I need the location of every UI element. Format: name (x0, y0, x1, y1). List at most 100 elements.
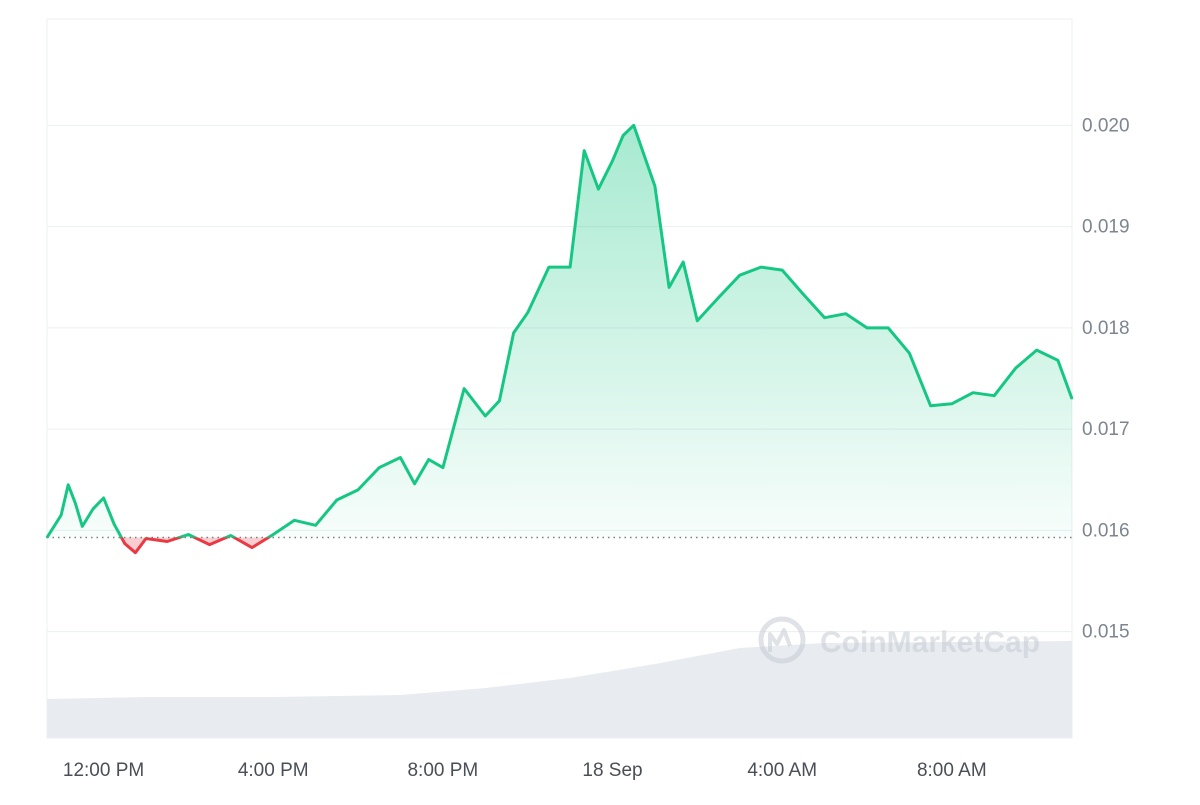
volume-bar (542, 681, 546, 738)
volume-bar (539, 681, 543, 738)
volume-bar (293, 697, 297, 738)
volume-bar (214, 697, 218, 738)
price-point (718, 297, 720, 299)
volume-bar (208, 697, 212, 738)
volume-bar (317, 696, 321, 738)
volume-bar (122, 697, 126, 738)
volume-bar (549, 680, 553, 738)
volume-bar (180, 697, 184, 738)
price-point (569, 266, 571, 268)
price-point (513, 332, 515, 334)
price-point (951, 403, 953, 405)
price-point (124, 543, 126, 545)
volume-bar (64, 699, 68, 738)
volume-bar (501, 686, 505, 738)
price-point (414, 483, 416, 485)
price-point (887, 327, 889, 329)
x-tick-label: 4:00 AM (747, 760, 817, 781)
price-point (251, 547, 253, 549)
price-point (866, 327, 868, 329)
volume-bar (334, 696, 338, 738)
price-point (1036, 349, 1038, 351)
volume-bar (228, 697, 232, 738)
volume-bar (406, 694, 410, 738)
x-tick-label: 4:00 PM (238, 760, 309, 781)
price-point (909, 352, 911, 354)
volume-bar (255, 697, 259, 738)
price-point (1071, 398, 1073, 400)
volume-bar (115, 698, 119, 738)
volume-bar (232, 697, 236, 738)
volume-bar (119, 698, 123, 738)
volume-bar (204, 697, 208, 738)
volume-bar (1045, 641, 1049, 738)
volume-bar (484, 688, 488, 738)
volume-bar (276, 697, 280, 738)
volume-bar (806, 644, 810, 738)
price-point (484, 415, 486, 417)
price-point (1015, 368, 1017, 370)
volume-bar (290, 697, 294, 738)
price-point (930, 405, 932, 407)
volume-bar (495, 687, 499, 738)
volume-bar (139, 697, 143, 738)
volume-bar (481, 688, 485, 738)
volume-bar (355, 696, 359, 738)
volume-bar (194, 697, 198, 738)
volume-bar (396, 695, 400, 738)
volume-bar (423, 693, 427, 738)
volume-bar (112, 698, 116, 738)
volume-bar (296, 697, 300, 738)
price-point (622, 135, 624, 137)
volume-bar (61, 699, 65, 738)
volume-bar (454, 690, 458, 738)
volume-bar (751, 647, 755, 738)
volume-bar (249, 697, 253, 738)
price-point (400, 457, 402, 459)
volume-bar (129, 697, 133, 738)
volume-bar (662, 662, 666, 738)
volume-bar (109, 698, 113, 738)
price-point (315, 525, 317, 527)
volume-bar (676, 660, 680, 738)
price-point (145, 538, 147, 540)
volume-bar (331, 696, 335, 738)
volume-bar (635, 667, 639, 738)
volume-bar (132, 697, 136, 738)
volume-bar (368, 695, 372, 738)
volume-bar (327, 696, 331, 738)
volume-bar (153, 697, 157, 738)
volume-bar (262, 697, 266, 738)
volume-bar (197, 697, 201, 738)
volume-bar (303, 697, 307, 738)
price-point (92, 508, 94, 510)
area-above-baseline (47, 125, 1072, 552)
volume-bar (652, 664, 656, 738)
volume-bar (474, 689, 478, 738)
watermark-text: CoinMarketCap (820, 626, 1040, 659)
volume-bar (187, 697, 191, 738)
volume-bar (286, 697, 290, 738)
volume-bar (683, 658, 687, 738)
x-tick-label: 8:00 AM (917, 760, 987, 781)
volume-bar (532, 682, 536, 738)
price-point (697, 320, 699, 322)
volume-bar (587, 675, 591, 738)
volume-bar (426, 693, 430, 738)
volume-bar (126, 697, 130, 738)
volume-bar (498, 686, 502, 738)
volume-bar (724, 651, 728, 738)
y-tick-label: 0.017 (1082, 419, 1130, 440)
volume-bar (375, 695, 379, 738)
volume-bar (419, 693, 423, 738)
volume-bar (624, 669, 628, 738)
price-point (739, 274, 741, 276)
price-point (113, 524, 115, 526)
price-point (598, 188, 600, 190)
volume-bar (522, 683, 526, 738)
y-tick-label: 0.018 (1082, 318, 1130, 339)
volume-bar (358, 696, 362, 738)
volume-bar (1055, 641, 1059, 738)
